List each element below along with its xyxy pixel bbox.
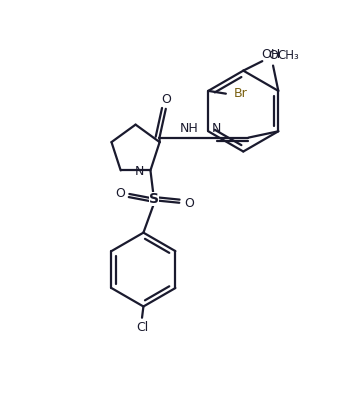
Text: Cl: Cl — [136, 321, 148, 334]
Text: NH: NH — [179, 122, 198, 135]
Text: CH₃: CH₃ — [277, 49, 299, 62]
Text: O: O — [115, 187, 125, 200]
Text: N: N — [135, 164, 145, 178]
Text: Br: Br — [234, 87, 248, 100]
Text: OH: OH — [261, 48, 280, 61]
Text: O: O — [268, 49, 278, 62]
Text: O: O — [184, 197, 194, 210]
Text: S: S — [149, 192, 159, 206]
Text: O: O — [161, 93, 171, 106]
Text: N: N — [211, 122, 221, 135]
